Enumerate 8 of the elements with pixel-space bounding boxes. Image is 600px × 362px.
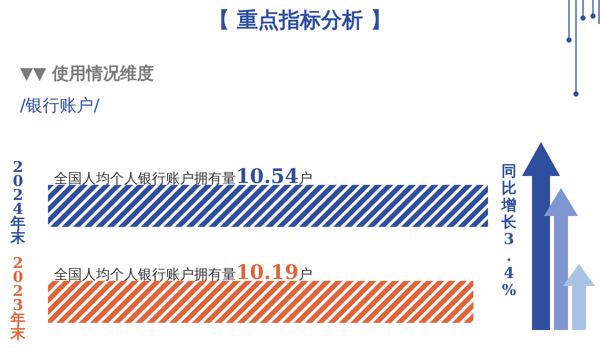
y-tick-label: 2023年末 bbox=[10, 254, 26, 342]
data-label: 全国人均个人银行账户拥有量10.54户 bbox=[54, 164, 313, 188]
text: 同比增长3.4% bbox=[500, 162, 518, 299]
data-label: 全国人均个人银行账户拥有量10.19户 bbox=[54, 260, 313, 284]
chart-title: 【 重点指标分析 】 bbox=[208, 6, 392, 34]
chart-subtitle: ▼▼ 使用情况维度 bbox=[20, 63, 154, 85]
y-tick-label: 2024年末 bbox=[10, 158, 26, 246]
text: /银行账户/ bbox=[20, 95, 100, 117]
